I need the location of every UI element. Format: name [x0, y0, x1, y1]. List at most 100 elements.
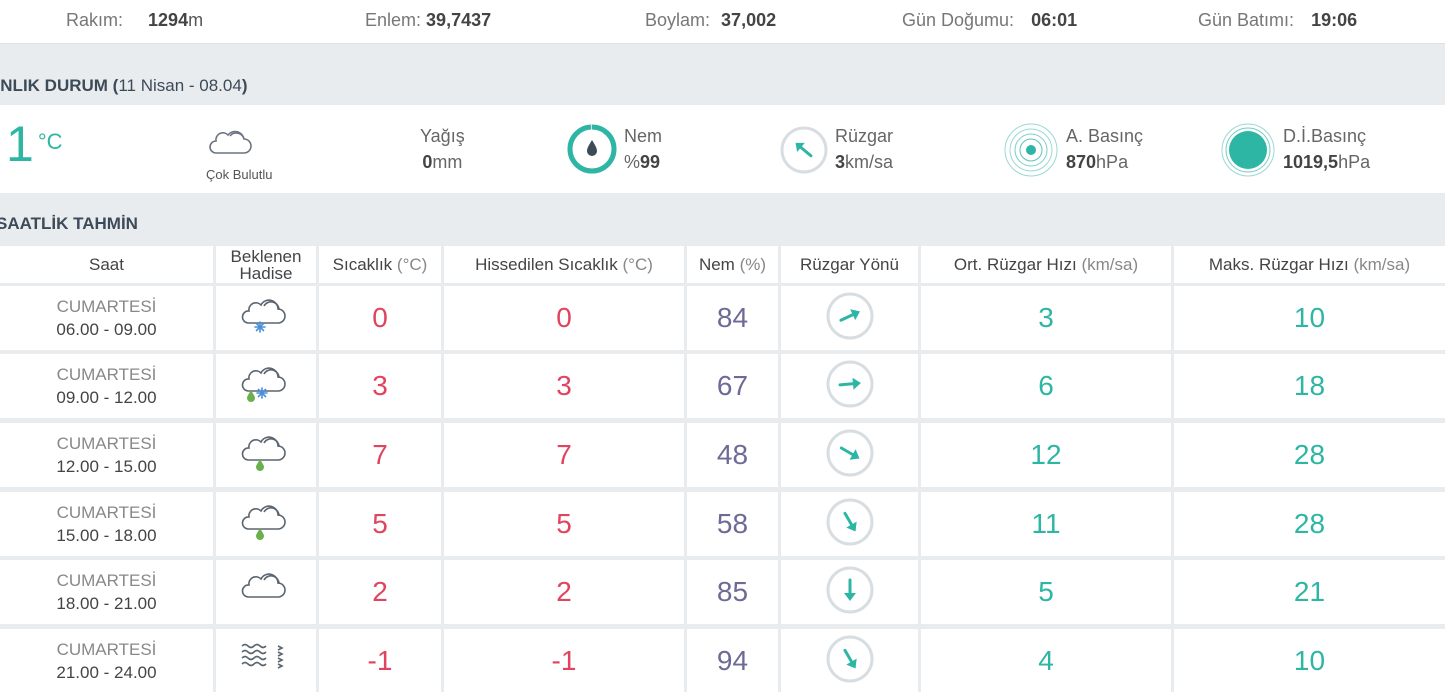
altitude-label: Rakım:	[66, 10, 124, 30]
wind-direction-arrow-icon	[825, 497, 875, 552]
row-time-range: 18.00 - 21.00	[56, 594, 157, 613]
row-max-wind: 21	[1293, 576, 1326, 607]
header-event-line2: Hadise	[239, 263, 293, 283]
table-row-time: CUMARTESİ 18.00 - 21.00	[0, 560, 213, 624]
row-avg-wind-cell: 6	[921, 354, 1171, 418]
row-max-wind-cell: 28	[1174, 492, 1445, 556]
header-max-wind-text: Maks. Rüzgar Hızı (km/sa)	[1209, 256, 1410, 273]
longitude-info: Boylam: 37,002	[645, 10, 776, 31]
header-max-wind: Maks. Rüzgar Hızı (km/sa)	[1174, 246, 1445, 283]
sunrise-label: Gün Doğumu:	[902, 10, 1015, 30]
row-time-range: 21.00 - 24.00	[56, 663, 157, 682]
row-time-range: 15.00 - 18.00	[56, 526, 157, 545]
precip-unit: mm	[432, 152, 463, 172]
table-row-time: CUMARTESİ 15.00 - 18.00	[0, 492, 213, 556]
sunset-info: Gün Batımı: 19:06	[1198, 10, 1357, 31]
header-temp-unit: (°C)	[396, 255, 428, 274]
row-feels: 7	[556, 439, 572, 470]
row-feels: 3	[556, 370, 572, 401]
wind-direction-arrow-icon	[825, 359, 875, 414]
header-temp-label: Sıcaklık	[332, 255, 393, 274]
cloud-icon	[238, 571, 294, 614]
row-day: CUMARTESİ	[56, 503, 157, 522]
sunrise-info: Gün Doğumu: 06:01	[902, 10, 1077, 31]
pressure-icon	[1004, 123, 1058, 177]
header-temp: Sıcaklık (°C)	[319, 246, 441, 283]
row-wind-dir-cell	[781, 629, 918, 692]
row-feels-cell: -1	[444, 629, 684, 692]
header-event: Beklenen Hadise	[216, 246, 316, 283]
row-time-range: 09.00 - 12.00	[56, 388, 157, 407]
header-event-line1: Beklenen	[230, 246, 302, 266]
row-feels: 2	[556, 576, 572, 607]
humidity-info: Nem %99	[624, 123, 662, 175]
current-title: ANLIK DURUM (	[0, 76, 119, 95]
row-temp: 2	[372, 576, 388, 607]
row-avg-wind-cell: 3	[921, 286, 1171, 350]
row-weather-event	[216, 560, 316, 624]
current-conditions-panel: 1 °C Çok Bulutlu Yağış 0mm Nem %99 Rüzgar…	[0, 105, 1445, 193]
wind-unit: km/sa	[845, 152, 894, 172]
header-humidity-text: Nem (%)	[699, 256, 766, 273]
precip-value: 0	[422, 152, 433, 172]
row-day: CUMARTESİ	[56, 297, 157, 316]
current-section-title: ANLIK DURUM (11 Nisan - 08.04)	[0, 76, 247, 96]
cloud-icon	[206, 127, 254, 162]
fog-icon	[238, 640, 294, 683]
header-time-label: Saat	[89, 255, 124, 274]
header-temp-text: Sıcaklık (°C)	[333, 256, 428, 273]
latitude-value: 39,7437	[426, 10, 492, 30]
row-temp-cell: 3	[319, 354, 441, 418]
sea-pressure-label: D.İ.Basınç	[1283, 126, 1367, 146]
row-avg-wind-cell: 4	[921, 629, 1171, 692]
row-weather-event	[216, 286, 316, 350]
precip-label: Yağış	[420, 126, 465, 146]
wind-direction-arrow-icon	[825, 291, 875, 346]
water-drop-icon	[587, 140, 597, 156]
header-time-text: Saat	[89, 256, 124, 273]
row-max-wind-cell: 10	[1174, 286, 1445, 350]
row-weather-event	[216, 423, 316, 487]
cloud-rain-icon	[238, 434, 294, 477]
row-weather-event	[216, 629, 316, 692]
row-day: CUMARTESİ	[56, 434, 157, 453]
row-temp: 5	[372, 508, 388, 539]
hourly-section-title: SAATLİK TAHMİN	[0, 214, 138, 233]
row-avg-wind: 11	[1031, 508, 1061, 539]
row-temp-cell: 5	[319, 492, 441, 556]
row-humidity-cell: 84	[687, 286, 778, 350]
location-info-bar: Rakım: 1294m Enlem: 39,7437 Boylam: 37,0…	[0, 0, 1445, 44]
wind-direction-arrow-icon	[825, 428, 875, 483]
row-feels: 5	[556, 508, 572, 539]
pressure-value: 870	[1066, 152, 1097, 172]
table-row-time: CUMARTESİ 09.00 - 12.00	[0, 354, 213, 418]
longitude-label: Boylam:	[645, 10, 711, 30]
row-day: CUMARTESİ	[56, 365, 157, 384]
altitude-value: 1294	[148, 10, 189, 30]
header-humidity-label: Nem	[698, 255, 735, 274]
header-wind-dir: Rüzgar Yönü	[781, 246, 918, 283]
row-temp-cell: 7	[319, 423, 441, 487]
humidity-value: 99	[640, 152, 661, 172]
row-max-wind-cell: 10	[1174, 629, 1445, 692]
sunset-value: 19:06	[1311, 10, 1358, 30]
row-humidity-cell: 67	[687, 354, 778, 418]
row-avg-wind: 4	[1038, 645, 1054, 676]
latitude-info: Enlem: 39,7437	[365, 10, 491, 31]
pressure-unit: hPa	[1096, 152, 1129, 172]
header-avg-wind-unit: (km/sa)	[1081, 255, 1139, 274]
row-feels-cell: 3	[444, 354, 684, 418]
current-temperature: 1 °C	[6, 119, 63, 169]
row-humidity: 58	[716, 508, 749, 539]
row-wind-dir-cell	[781, 492, 918, 556]
row-avg-wind: 3	[1038, 302, 1054, 333]
row-feels-cell: 2	[444, 560, 684, 624]
row-humidity-cell: 58	[687, 492, 778, 556]
row-feels: -1	[551, 645, 577, 676]
row-avg-wind: 12	[1030, 439, 1062, 470]
row-humidity: 85	[716, 576, 749, 607]
row-max-wind-cell: 28	[1174, 423, 1445, 487]
row-humidity: 84	[716, 302, 749, 333]
row-temp: -1	[367, 645, 393, 676]
sunrise-value: 06:01	[1031, 10, 1078, 30]
